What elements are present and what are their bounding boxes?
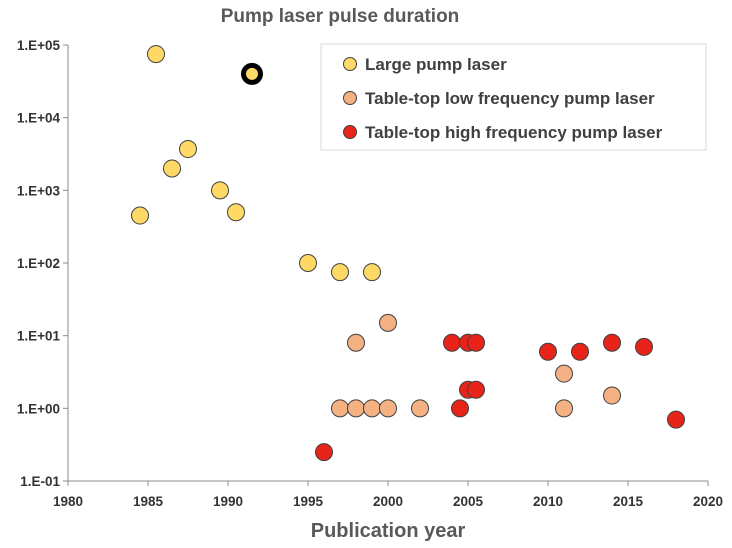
- data-point-series-1: [211, 181, 229, 200]
- data-point-series-3: [467, 333, 485, 352]
- data-point-series-3: [635, 337, 653, 356]
- legend: Large pump laser Table-top low frequency …: [320, 43, 707, 151]
- data-point-series-3: [443, 333, 461, 352]
- y-tick-label: 1.E+05: [17, 38, 61, 53]
- data-point-series-2: [347, 333, 365, 352]
- legend-marker: [343, 57, 357, 71]
- data-point-series-2: [555, 364, 573, 383]
- data-point-series-2: [411, 399, 429, 418]
- data-point-series-1: [163, 159, 181, 178]
- x-tick-label: 1985: [133, 494, 164, 509]
- data-point-series-3: [315, 443, 333, 462]
- highlighted-point: [241, 62, 263, 85]
- y-tick-labels: 1.E-01 1.E+00 1.E+01 1.E+02 1.E+03 1.E+04 1.E+…: [17, 38, 61, 489]
- data-point-series-1: [227, 203, 245, 222]
- legend-label: Large pump laser: [365, 55, 507, 74]
- data-point-series-3: [571, 342, 589, 361]
- legend-marker: [343, 91, 357, 105]
- data-point-series-3: [603, 333, 621, 352]
- x-tick-label: 1995: [293, 494, 324, 509]
- y-tick-label: 1.E+03: [17, 183, 61, 198]
- legend-marker: [343, 125, 357, 139]
- y-tick-label: 1.E+00: [17, 401, 60, 416]
- data-point-series-2: [379, 313, 397, 332]
- x-tick-labels: 1980 1985 1990 1995 2000 2005 2010 2015 2020: [53, 494, 723, 509]
- data-point-series-1: [147, 45, 165, 64]
- data-point-series-2: [331, 399, 349, 418]
- data-point-series-3: [667, 410, 685, 429]
- x-tick-label: 2015: [613, 494, 644, 509]
- data-points: [131, 45, 685, 462]
- x-tick-label: 2000: [373, 494, 403, 509]
- data-point-series-3: [451, 399, 469, 418]
- axes: [63, 44, 709, 486]
- x-tick-label: 2020: [693, 494, 723, 509]
- data-point-series-2: [555, 399, 573, 418]
- x-tick-label: 2010: [533, 494, 563, 509]
- legend-box: [320, 43, 707, 151]
- data-point-series-2: [379, 399, 397, 418]
- data-point-series-1: [363, 263, 381, 282]
- data-point-series-2: [603, 386, 621, 405]
- x-tick-label: 1990: [213, 494, 243, 509]
- legend-label: Table-top low frequency pump laser: [365, 89, 655, 108]
- y-tick-label: 1.E+01: [17, 329, 61, 344]
- data-point-series-1: [331, 263, 349, 282]
- x-tick-label: 2005: [453, 494, 484, 509]
- y-tick-label: 1.E+04: [17, 111, 61, 126]
- data-point-series-2: [347, 399, 365, 418]
- y-tick-label: 1.E-01: [20, 474, 60, 489]
- data-point-series-3: [539, 342, 557, 361]
- x-tick-label: 1980: [53, 494, 83, 509]
- y-tick-label: 1.E+02: [17, 256, 60, 271]
- data-point-series-1: [299, 254, 317, 272]
- data-point-series-1: [179, 140, 197, 159]
- highlighted-data-point: [241, 62, 263, 85]
- chart-title: Pump laser pulse duration: [221, 6, 460, 27]
- data-point-series-2: [363, 399, 381, 418]
- data-point-series-3: [467, 380, 485, 399]
- x-axis-title: Publication year: [311, 520, 466, 542]
- legend-label: Table-top high frequency pump laser: [365, 123, 663, 142]
- data-point-series-1: [131, 206, 149, 225]
